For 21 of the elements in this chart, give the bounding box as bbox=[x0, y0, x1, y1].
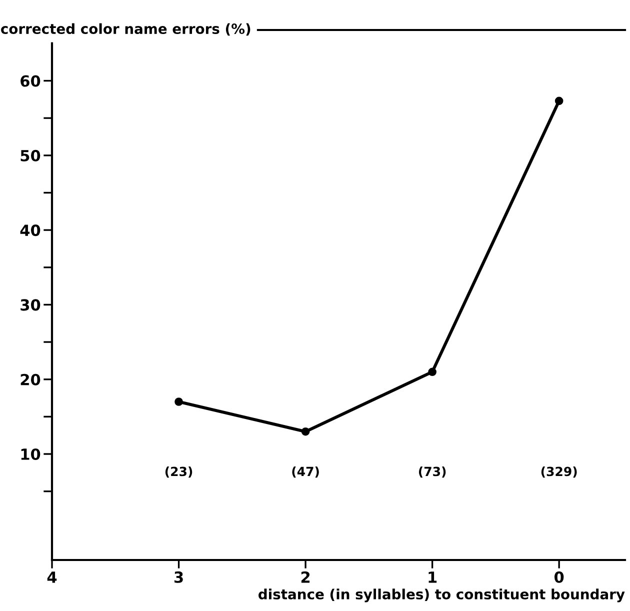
annotation: (23) bbox=[165, 466, 192, 478]
x-tick-label: 4 bbox=[47, 572, 57, 583]
annotation: (73) bbox=[418, 466, 446, 478]
point bbox=[301, 427, 310, 436]
point bbox=[428, 368, 436, 376]
x-tick-label: 3 bbox=[174, 571, 183, 583]
y-tick-label: 40 bbox=[20, 224, 40, 236]
x-tick-label: 0 bbox=[554, 571, 564, 583]
annotation: (329) bbox=[541, 466, 577, 478]
x-axis-title: distance (in syllables) to constituent boundary bbox=[258, 588, 625, 602]
x-tick-label: 2 bbox=[301, 571, 310, 583]
annotation: (47) bbox=[292, 466, 319, 478]
x-tick-label: 1 bbox=[428, 572, 437, 583]
point bbox=[174, 398, 183, 406]
y-tick-label: 20 bbox=[20, 374, 40, 386]
y-tick-label: 10 bbox=[21, 448, 40, 460]
y-tick-label: 30 bbox=[20, 299, 40, 311]
y-axis-title: corrected color name errors (%) bbox=[1, 23, 250, 36]
point bbox=[554, 96, 564, 106]
y-tick-label: 60 bbox=[20, 75, 40, 87]
y-tick-label: 50 bbox=[20, 150, 40, 162]
